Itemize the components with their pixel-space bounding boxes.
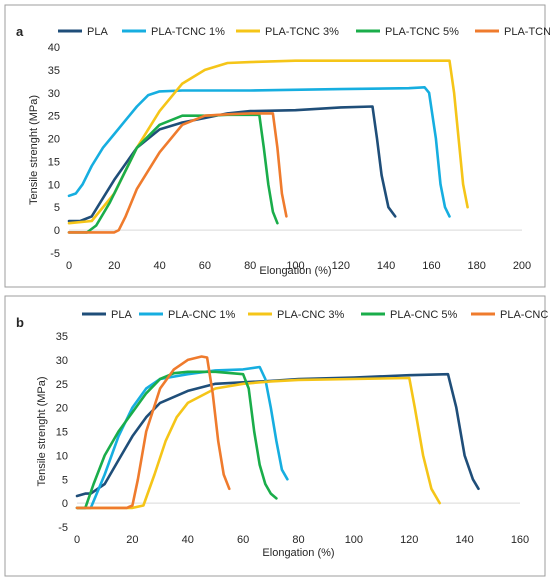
x-tick-label: 120 <box>400 534 418 546</box>
legend-label: PLA-CNC 5% <box>390 309 457 321</box>
chart-a: -5 0 5 10 15 20 25 30 35 40 0 20 40 60 80 100 120 140 160 1… <box>28 26 550 277</box>
x-tick-label: 160 <box>511 534 529 546</box>
x-axis-title: Elongation (%) <box>262 547 334 559</box>
y-tick-label: 0 <box>62 498 68 510</box>
series-line <box>75 355 231 510</box>
y-tick-label: 30 <box>56 355 68 367</box>
series-line <box>67 112 288 234</box>
y-tick-label: -5 <box>58 522 68 534</box>
legend-label: PLA <box>111 309 132 321</box>
series-line <box>75 370 278 510</box>
panel-b-letter: b <box>16 315 24 330</box>
legend-label: PLA-TCNC 10% <box>504 26 550 38</box>
x-tick-label: 80 <box>292 534 304 546</box>
legend-label: PLA <box>87 26 108 38</box>
series-line <box>75 376 442 510</box>
y-tick-label: 35 <box>56 331 68 343</box>
x-tick-label: 120 <box>332 260 350 272</box>
y-tick-label: 35 <box>48 65 60 77</box>
legend-label: PLA-TCNC 5% <box>385 26 459 38</box>
y-tick-label: 20 <box>48 134 60 146</box>
x-tick-label: 80 <box>244 260 256 272</box>
y-tick-label: 25 <box>56 379 68 391</box>
y-tick-label: 0 <box>54 225 60 237</box>
legend-label: PLA-CNC 3% <box>277 309 344 321</box>
x-tick-label: 140 <box>377 260 395 272</box>
y-tick-label: 15 <box>48 156 60 168</box>
y-axis-title: Tensile strenght (MPa) <box>28 95 40 205</box>
x-tick-label: 0 <box>74 534 80 546</box>
x-tick-label: 60 <box>199 260 211 272</box>
legend-label: PLA-CNC 1% <box>168 309 235 321</box>
legend-label: PLA-TCNC 3% <box>265 26 339 38</box>
legend-label: PLA-TCNC 1% <box>151 26 225 38</box>
x-tick-label: 100 <box>345 534 363 546</box>
x-tick-label: 200 <box>513 260 531 272</box>
x-tick-label: 0 <box>66 260 72 272</box>
series-line <box>75 372 480 498</box>
x-tick-label: 160 <box>422 260 440 272</box>
series-line <box>67 113 279 234</box>
x-tick-label: 100 <box>286 260 304 272</box>
y-tick-label: 15 <box>56 427 68 439</box>
panel-a-frame <box>4 4 546 288</box>
panel-a-letter: a <box>16 24 24 39</box>
x-tick-label: 20 <box>126 534 138 546</box>
x-tick-label: 40 <box>153 260 165 272</box>
y-tick-label: 5 <box>54 202 60 214</box>
y-tick-label: 40 <box>48 42 60 54</box>
x-tick-label: 20 <box>108 260 120 272</box>
y-tick-label: 25 <box>48 111 60 123</box>
y-tick-label: -5 <box>50 248 60 260</box>
y-axis-title: Tensile strenght (MPa) <box>36 376 48 486</box>
x-tick-label: 140 <box>455 534 473 546</box>
x-tick-label: 180 <box>468 260 486 272</box>
legend-label: PLA-CNC 10% <box>500 309 550 321</box>
y-tick-label: 20 <box>56 403 68 415</box>
y-tick-label: 5 <box>62 474 68 486</box>
x-tick-label: 60 <box>237 534 249 546</box>
x-tick-label: 40 <box>182 534 194 546</box>
y-tick-label: 10 <box>56 450 68 462</box>
y-tick-label: 30 <box>48 88 60 100</box>
x-axis-title: Elongation (%) <box>259 265 331 277</box>
chart-b: -5 0 5 10 15 20 25 30 35 0 20 40 60 80 100 120 140 160 Ten… <box>36 309 550 559</box>
y-tick-label: 10 <box>48 179 60 191</box>
series-line <box>67 86 451 218</box>
